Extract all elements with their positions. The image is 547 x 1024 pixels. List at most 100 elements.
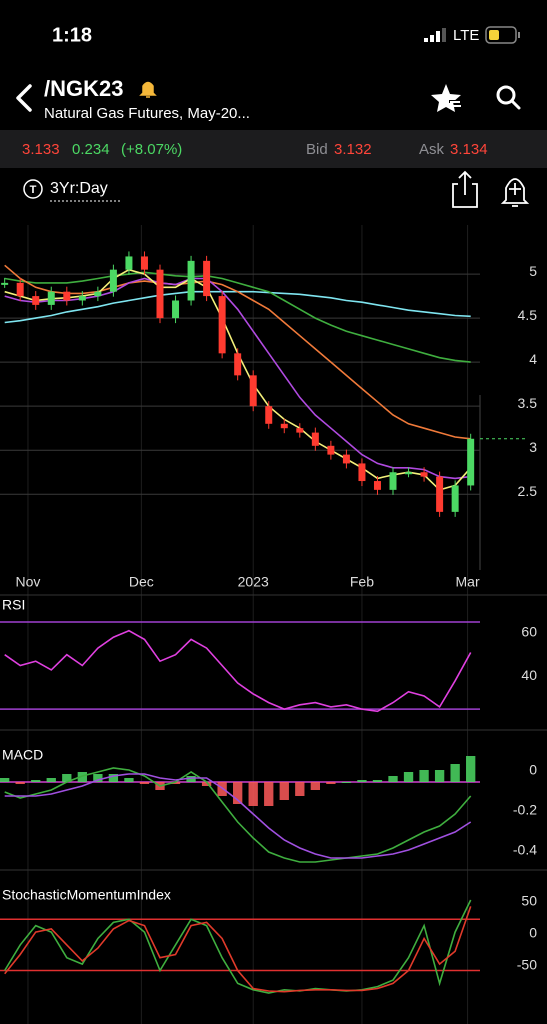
description: Natural Gas Futures, May-20... [44, 105, 250, 122]
bid-label: Bid [306, 141, 328, 158]
y-tick-label: 40 [521, 667, 537, 683]
pane-title: RSI [2, 597, 25, 613]
quote-bar [0, 130, 547, 168]
y-tick-label: 3 [529, 439, 537, 455]
y-tick-label: 50 [521, 893, 537, 909]
candle [342, 454, 350, 464]
candle [373, 481, 381, 490]
histogram-bar [388, 776, 398, 782]
network-label: LTE [453, 27, 479, 44]
pane-title: MACD [2, 747, 43, 763]
ask: 3.134 [450, 141, 488, 158]
y-tick-label: -50 [517, 957, 537, 973]
indicator-line [4, 629, 472, 713]
candle [78, 296, 86, 301]
histogram-bar [108, 774, 119, 782]
y-tick-label: 4 [529, 351, 537, 367]
indicator-line [4, 767, 472, 863]
candle [467, 438, 475, 486]
candle [280, 423, 288, 429]
candle [203, 260, 211, 297]
pane-title: StochasticMomentumIndex [2, 887, 171, 903]
y-tick-label: 0 [529, 762, 537, 778]
battery-icon [485, 26, 520, 44]
histogram-bar [93, 774, 103, 782]
candle [109, 269, 117, 292]
price-alert-button[interactable] [500, 178, 530, 207]
signal-icon [424, 28, 446, 42]
histogram-bar [15, 782, 25, 784]
y-tick-label: -0.4 [513, 842, 537, 858]
bid: 3.132 [334, 141, 372, 158]
histogram-bar [419, 770, 429, 782]
x-tick-label: Mar [456, 574, 480, 590]
y-tick-label: 3.5 [518, 395, 538, 411]
timeframe[interactable]: 3Yr:Day [50, 180, 108, 197]
back-button[interactable] [16, 84, 32, 112]
histogram-bar [170, 782, 181, 784]
candle [156, 269, 164, 319]
x-tick-label: Feb [350, 574, 374, 590]
symbol: /NGK23 [44, 76, 123, 101]
candle [218, 296, 226, 354]
histogram-bar [186, 776, 196, 782]
candle [405, 472, 413, 475]
change-percent: (+8.07%) [121, 141, 182, 158]
histogram-bar [248, 782, 258, 806]
histogram-bar [372, 780, 383, 782]
candle [420, 472, 428, 477]
watchlist-button[interactable] [431, 84, 461, 112]
y-tick-label: 0 [529, 925, 537, 941]
change: 0.234 [72, 141, 110, 158]
histogram-bar [295, 782, 305, 796]
share-button[interactable] [452, 170, 478, 208]
y-tick-label: 5 [529, 263, 537, 279]
candle [140, 256, 148, 270]
histogram-bar [279, 782, 289, 800]
candle [94, 291, 102, 297]
histogram-bar [310, 782, 320, 790]
candle [125, 256, 133, 270]
candle [16, 282, 24, 297]
histogram-bar [139, 782, 150, 784]
histogram-bar [403, 772, 414, 782]
histogram-bar [201, 782, 212, 786]
indicator-line [4, 773, 472, 859]
svg-text:T: T [30, 184, 37, 196]
candle [63, 291, 71, 301]
histogram-bar [233, 782, 243, 804]
candle [172, 300, 180, 319]
y-tick-label: 4.5 [518, 307, 538, 323]
x-tick-label: 2023 [238, 574, 269, 590]
candle [265, 406, 273, 424]
candle [296, 428, 304, 433]
y-tick-label: 2.5 [518, 483, 538, 499]
timeframe-button[interactable]: T 3Yr:Day [23, 179, 120, 202]
search-button[interactable] [496, 85, 521, 110]
histogram-bar [0, 778, 10, 782]
candle [234, 353, 242, 376]
histogram-bar [326, 782, 336, 784]
histogram-bar [264, 782, 274, 806]
x-tick-label: Nov [16, 574, 41, 590]
candle [358, 463, 366, 482]
histogram-bar [77, 772, 87, 782]
candle [327, 445, 335, 455]
y-tick-label: -0.2 [513, 802, 537, 818]
candle [249, 375, 257, 407]
ask-label: Ask [419, 141, 445, 158]
candle [451, 485, 459, 512]
indicator-line [4, 906, 472, 993]
x-tick-label: Dec [129, 574, 154, 590]
histogram-bar [31, 780, 41, 782]
candle [311, 432, 319, 446]
histogram-bar [62, 774, 72, 782]
candle [32, 296, 40, 305]
last-price: 3.133 [22, 141, 60, 158]
histogram-bar [466, 756, 476, 782]
candle [389, 472, 397, 490]
histogram-bar [434, 770, 445, 782]
alert-bell-icon [139, 81, 157, 98]
